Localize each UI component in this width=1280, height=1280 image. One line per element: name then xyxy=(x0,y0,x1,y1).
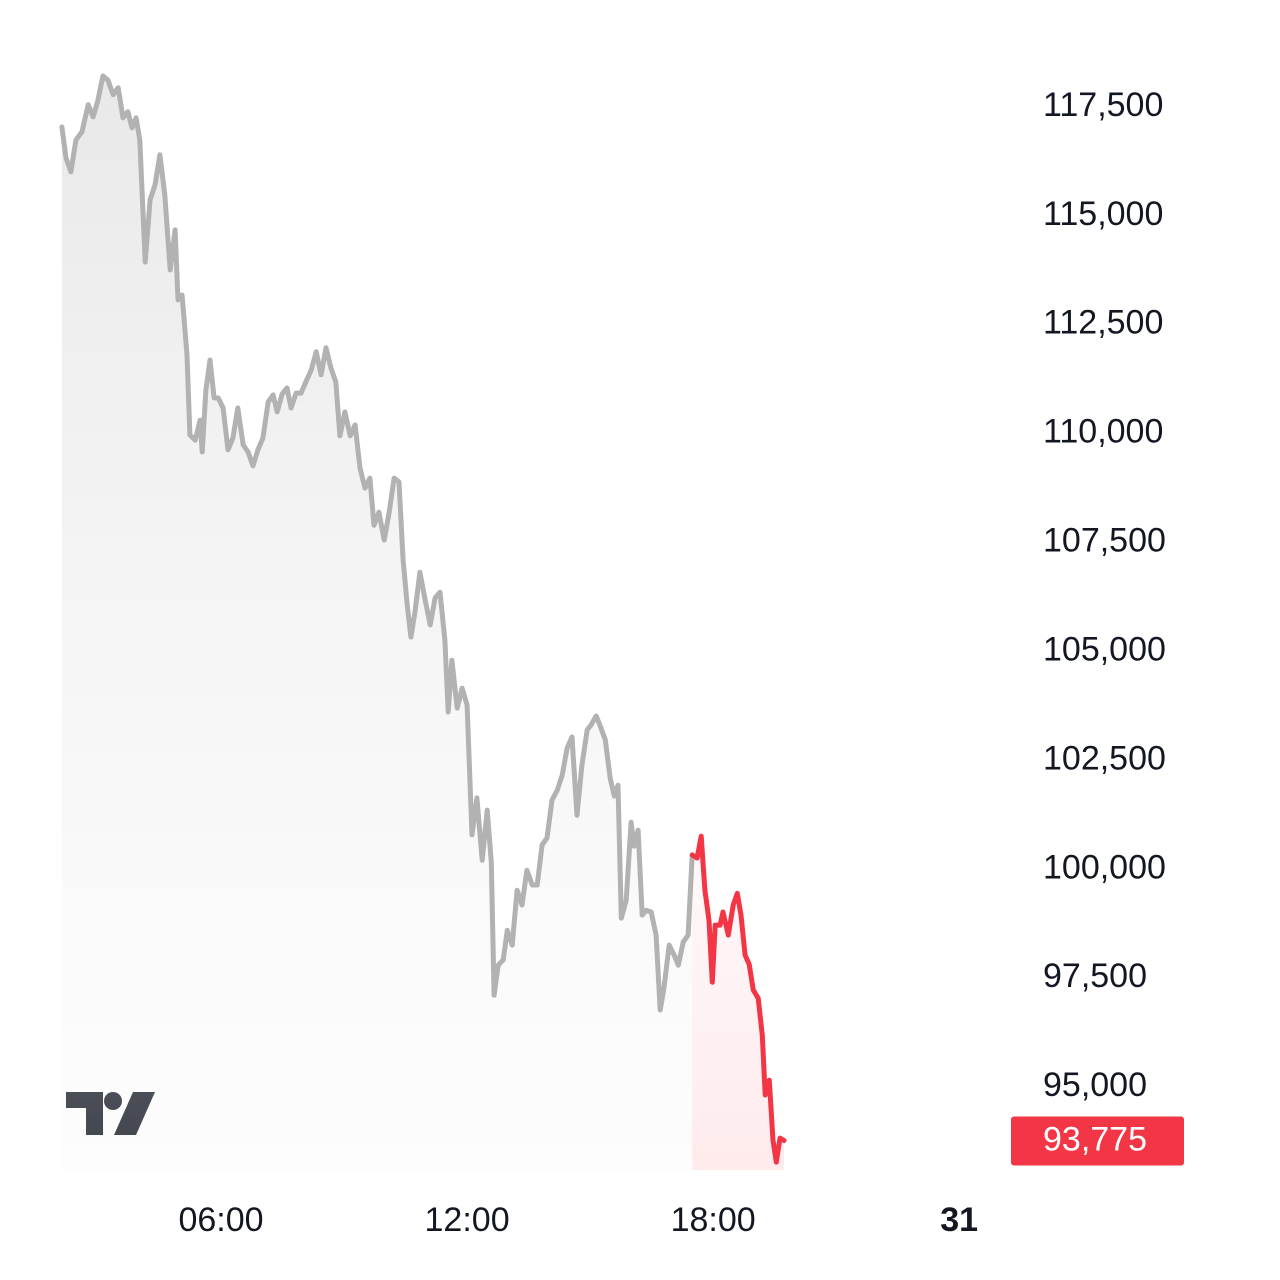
y-tick-label: 110,000 xyxy=(1043,413,1163,451)
line xyxy=(59,73,695,1013)
last-price-badge xyxy=(1011,1116,1184,1166)
y-tick-label: 105,000 xyxy=(1043,630,1166,668)
x-tick-label: 31 xyxy=(940,1201,978,1239)
x-tick-label: 06:00 xyxy=(178,1201,263,1239)
last-price-label: 93,775 xyxy=(1043,1121,1147,1159)
y-tick-label: 97,500 xyxy=(1043,957,1147,995)
area xyxy=(61,76,693,1170)
y-tick-label: 107,500 xyxy=(1043,522,1166,560)
y-tick-label: 115,000 xyxy=(1043,195,1163,233)
x-tick-label: 12:00 xyxy=(425,1201,510,1239)
x-tick-label: 18:00 xyxy=(671,1201,756,1239)
y-tick-label: 117,500 xyxy=(1043,86,1163,124)
y-tick-label: 112,500 xyxy=(1043,304,1163,342)
y-tick-label: 100,000 xyxy=(1043,848,1166,886)
y-tick-label: 102,500 xyxy=(1043,739,1166,777)
y-tick-label: 95,000 xyxy=(1043,1066,1147,1104)
area xyxy=(692,836,785,1170)
line xyxy=(689,833,787,1165)
